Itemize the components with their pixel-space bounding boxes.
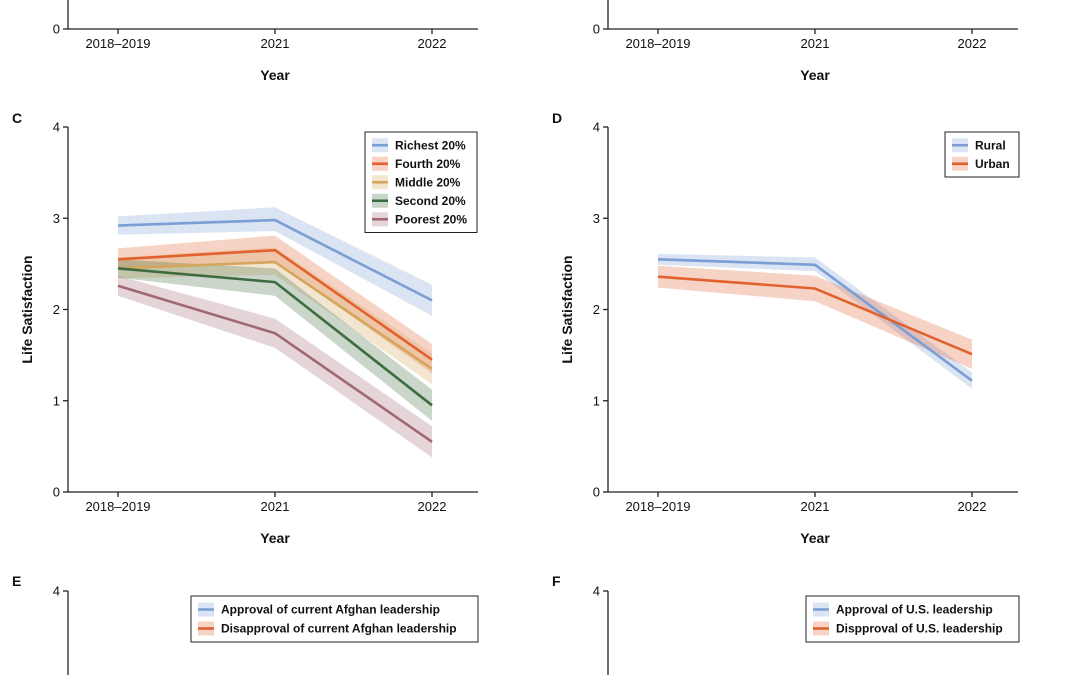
x-axis-title: Year: [800, 530, 830, 546]
legend: Approval of current Afghan leadership Dis…: [190, 595, 479, 643]
confidence-band: [658, 265, 972, 369]
x-tick-label: 2022: [418, 499, 447, 514]
legend-label: Dispproval of U.S. leadership: [836, 622, 1003, 636]
series-line: [657, 258, 973, 382]
legend-label: Fourth 20%: [395, 157, 461, 171]
x-tick-label: 2021: [801, 36, 830, 51]
legend-box: [190, 595, 479, 643]
panel-a: 0 2018–2019 2021 2022 Year: [53, 0, 478, 83]
y-tick-label: 2: [53, 302, 60, 317]
confidence-band: [118, 259, 432, 421]
panel-label: F: [552, 573, 561, 589]
panel-f: F 4 Approval of U.S. leadership Dispproval …: [552, 573, 1020, 675]
y-tick-label: 2: [593, 302, 600, 317]
legend-box: [944, 131, 1020, 178]
series-lines: [657, 258, 973, 382]
x-axis-title: Year: [260, 67, 290, 83]
confidence-band: [118, 275, 432, 458]
panel-e: E 4 Approval of current Afghan leadership D…: [12, 573, 479, 675]
x-tick-label: 2018–2019: [85, 499, 150, 514]
y-tick-label: 0: [593, 22, 600, 37]
x-tick-label: 2022: [958, 499, 987, 514]
confidence-band: [118, 207, 432, 316]
x-tick-label: 2022: [418, 36, 447, 51]
legend: Rural Urban: [944, 131, 1020, 178]
legend-label: Rural: [975, 138, 1006, 152]
legend-label: Poorest 20%: [395, 212, 467, 226]
x-tick-label: 2018–2019: [625, 36, 690, 51]
x-tick-label: 2021: [261, 36, 290, 51]
confidence-bands: [658, 253, 972, 389]
panel-label: D: [552, 110, 562, 126]
series-line: [117, 248, 433, 361]
y-tick-label: 4: [593, 120, 600, 135]
legend-label: Approval of U.S. leadership: [836, 603, 993, 617]
y-tick-label: 4: [593, 584, 600, 599]
series-line: [117, 267, 433, 407]
series-line: [117, 284, 433, 443]
panel-b: 0 2018–2019 2021 2022 Year: [593, 0, 1018, 83]
series-line: [117, 218, 433, 302]
x-tick-label: 2018–2019: [85, 36, 150, 51]
y-axis-title: Life Satisfaction: [19, 255, 35, 363]
confidence-band: [118, 235, 432, 374]
y-tick-label: 4: [53, 120, 60, 135]
x-axis-title: Year: [260, 530, 290, 546]
y-tick-label: 1: [53, 393, 60, 408]
legend: Richest 20% Fourth 20% Middle 20% Second 20…: [364, 131, 478, 233]
panel-c: C 0 1 2 3 4 2018–2019 2021 2022 Year Life Satisfac…: [12, 110, 478, 546]
series-lines: [117, 218, 433, 443]
legend-label: Richest 20%: [395, 138, 466, 152]
y-tick-label: 4: [53, 584, 60, 599]
legend-label: Disapproval of current Afghan leadership: [221, 622, 457, 636]
panel-label: E: [12, 573, 21, 589]
series-line: [657, 275, 973, 356]
y-axis-title: Life Satisfaction: [559, 255, 575, 363]
y-tick-label: 3: [53, 211, 60, 226]
panel-d: D 0 1 2 3 4 2018–2019 2021 2022 Year Life Satisfac…: [552, 110, 1020, 546]
x-tick-label: 2021: [261, 499, 290, 514]
y-tick-label: 1: [593, 393, 600, 408]
y-tick-label: 3: [593, 211, 600, 226]
legend-label: Approval of current Afghan leadership: [221, 603, 440, 617]
legend-box: [805, 595, 1020, 643]
legend: Approval of U.S. leadership Dispproval of…: [805, 595, 1020, 643]
series-line: [117, 260, 433, 370]
legend-label: Urban: [975, 157, 1010, 171]
x-tick-label: 2022: [958, 36, 987, 51]
legend-label: Second 20%: [395, 194, 466, 208]
y-tick-label: 0: [53, 22, 60, 37]
legend-label: Middle 20%: [395, 175, 461, 189]
y-tick-label: 0: [593, 485, 600, 500]
x-tick-label: 2018–2019: [625, 499, 690, 514]
y-tick-label: 0: [53, 485, 60, 500]
x-tick-label: 2021: [801, 499, 830, 514]
panel-label: C: [12, 110, 22, 126]
x-axis-title: Year: [800, 67, 830, 83]
